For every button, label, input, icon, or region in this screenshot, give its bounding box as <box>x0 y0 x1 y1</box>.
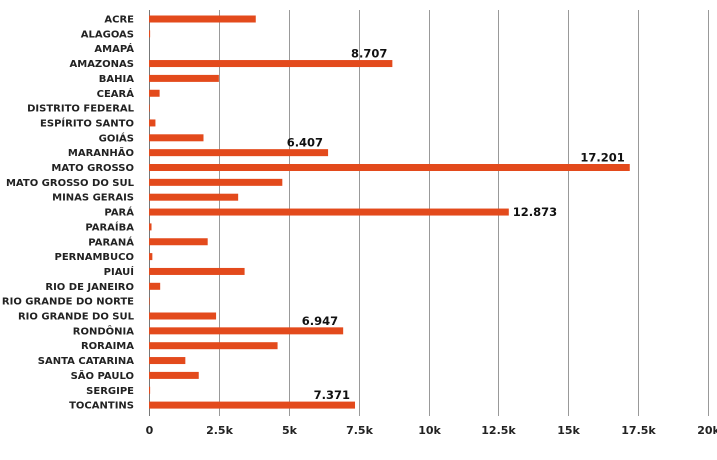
bar <box>149 164 630 171</box>
category-label: SÃO PAULO <box>71 369 134 382</box>
category-label: AMAZONAS <box>70 59 135 70</box>
x-axis-ticks: 0 2.5k 5k 7.5k 10k 12.5k 15k 17.5k 20k <box>146 424 717 437</box>
bar <box>149 253 153 261</box>
category-label: RIO GRANDE DO SUL <box>18 312 135 323</box>
data-label: 8.707 <box>351 47 387 61</box>
bar <box>149 357 186 365</box>
data-label: 17.201 <box>580 151 624 165</box>
bar <box>149 386 151 394</box>
x-tick-label: 0 <box>146 424 154 437</box>
bar <box>149 149 329 157</box>
bar <box>149 208 509 216</box>
bar <box>149 30 151 38</box>
bar <box>149 371 199 379</box>
category-label: MARANHÃO <box>68 146 134 159</box>
category-label: BAHIA <box>99 74 134 85</box>
category-label: MATO GROSSO <box>51 163 134 174</box>
category-label: PARAÍBA <box>85 220 134 233</box>
bar <box>149 282 161 290</box>
x-tick-label: 20k <box>697 424 717 437</box>
bar <box>149 312 217 320</box>
category-label: SANTA CATARINA <box>38 356 134 367</box>
category-label: RORAIMA <box>81 341 134 352</box>
x-tick-label: 17.5k <box>621 424 656 437</box>
category-label: PERNAMBUCO <box>54 252 134 263</box>
category-label: MINAS GERAIS <box>52 193 134 204</box>
category-label: RIO DE JANEIRO <box>45 282 134 293</box>
x-tick-label: 2.5k <box>206 424 233 437</box>
data-label: 6.947 <box>302 314 338 328</box>
data-label: 7.371 <box>314 388 350 402</box>
bar <box>149 193 239 201</box>
category-label: DISTRITO FEDERAL <box>27 104 135 115</box>
bars <box>149 15 630 409</box>
category-label: ESPÍRITO SANTO <box>40 116 134 129</box>
category-label: RIO GRANDE DO NORTE <box>2 297 134 308</box>
category-label: MATO GROSSO DO SUL <box>6 178 135 189</box>
bar <box>149 74 219 82</box>
x-tick-label: 10k <box>418 424 441 437</box>
bar <box>149 178 283 186</box>
x-tick-label: 15k <box>557 424 580 437</box>
category-label: SERGIPE <box>86 386 134 397</box>
category-label: TOCANTINS <box>69 401 134 412</box>
x-tick-label: 12.5k <box>481 424 516 437</box>
category-label: ALAGOAS <box>81 29 134 40</box>
bar <box>149 238 208 246</box>
bar <box>149 401 356 409</box>
bar <box>149 15 256 23</box>
bar <box>149 60 393 68</box>
bar <box>149 327 344 335</box>
category-label: AMAPÁ <box>94 42 134 55</box>
category-label: CEARÁ <box>97 87 135 100</box>
category-label: GOIÁS <box>99 131 134 144</box>
bar <box>149 89 160 97</box>
category-labels: ACRE ALAGOAS AMAPÁ AMAZONAS BAHIA CEARÁ DISTRI… <box>2 15 135 412</box>
data-label: 6.407 <box>287 136 323 150</box>
bar <box>149 297 150 305</box>
x-tick-label: 5k <box>282 424 298 437</box>
category-label: PARANÁ <box>88 235 134 248</box>
bar <box>149 267 245 275</box>
data-labels: 8.707 6.407 17.201 12.873 6.947 7.371 <box>287 47 625 403</box>
bar <box>149 119 156 127</box>
bar <box>149 223 152 231</box>
data-label: 12.873 <box>513 205 557 219</box>
bar <box>149 342 278 350</box>
x-tick-label: 7.5k <box>346 424 373 437</box>
category-label: RONDÔNIA <box>73 324 134 337</box>
bar <box>149 104 150 112</box>
category-label: PIAUÍ <box>104 265 135 278</box>
category-label: ACRE <box>104 15 134 26</box>
bar <box>149 134 204 142</box>
category-label: PARÁ <box>104 206 134 219</box>
